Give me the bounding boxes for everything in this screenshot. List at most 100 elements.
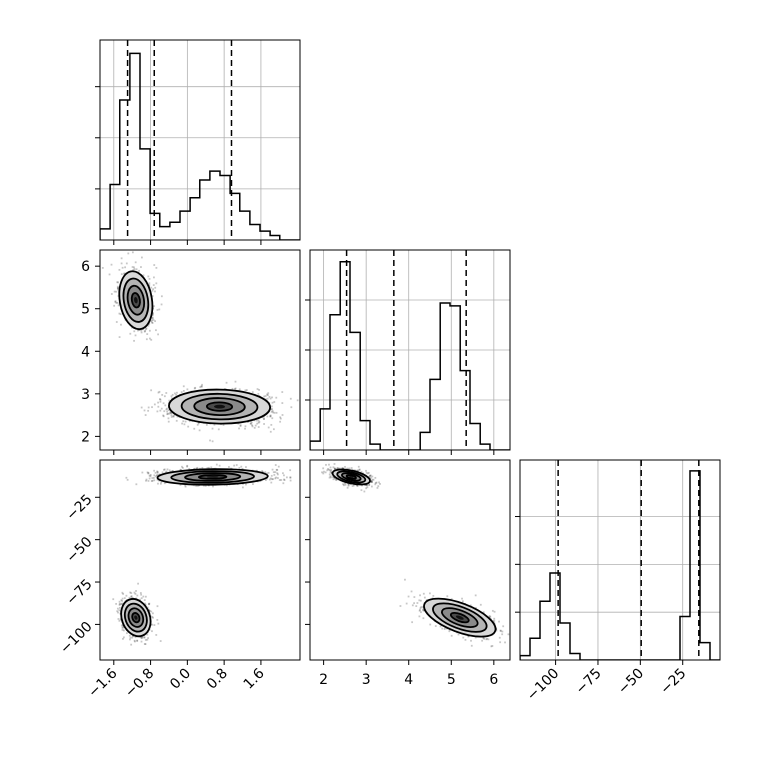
- sample-point: [155, 329, 157, 331]
- sample-point: [289, 477, 291, 479]
- sample-point: [146, 327, 148, 329]
- sample-point: [129, 597, 131, 599]
- sample-point: [141, 597, 143, 599]
- sample-point: [278, 466, 280, 468]
- y-tick-label: −25: [63, 492, 95, 524]
- sample-point: [185, 421, 187, 423]
- sample-point: [333, 466, 335, 468]
- sample-point: [154, 287, 156, 289]
- sample-point: [166, 413, 168, 415]
- sample-point: [182, 420, 184, 422]
- sample-point: [226, 382, 228, 384]
- sample-point: [124, 597, 126, 599]
- sample-point: [282, 482, 284, 484]
- sample-point: [147, 637, 149, 639]
- sample-point: [122, 626, 124, 628]
- sample-point: [328, 469, 330, 471]
- sample-point: [263, 418, 265, 420]
- sample-point: [265, 395, 267, 397]
- sample-point: [169, 469, 171, 471]
- sample-point: [325, 464, 327, 466]
- sample-point: [153, 305, 155, 307]
- sample-point: [122, 638, 124, 640]
- sample-point: [236, 464, 238, 466]
- sample-point: [286, 476, 288, 478]
- sample-point: [147, 410, 149, 412]
- sample-point: [144, 599, 146, 601]
- sample-point: [153, 479, 155, 481]
- sample-point: [111, 264, 113, 266]
- sample-point: [273, 428, 275, 430]
- sample-point: [199, 429, 201, 431]
- sample-point: [148, 407, 150, 409]
- sample-point: [171, 414, 173, 416]
- sample-point: [186, 388, 188, 390]
- sample-point: [119, 601, 121, 603]
- sample-point: [258, 426, 260, 428]
- sample-point: [271, 417, 273, 419]
- sample-point: [270, 431, 272, 433]
- sample-point: [171, 416, 173, 418]
- sample-point: [201, 384, 203, 386]
- sample-point: [161, 394, 163, 396]
- y-tick-label: 5: [81, 302, 90, 318]
- sample-point: [111, 293, 113, 295]
- sample-point: [267, 398, 269, 400]
- sample-point: [242, 487, 244, 489]
- histogram-step: [310, 262, 510, 450]
- sample-point: [257, 388, 259, 390]
- sample-point: [157, 406, 159, 408]
- sample-point: [256, 423, 258, 425]
- sample-point: [146, 639, 148, 641]
- sample-point: [118, 609, 120, 611]
- sample-point: [152, 290, 154, 292]
- sample-point: [272, 469, 274, 471]
- sample-point: [153, 624, 155, 626]
- sample-point: [122, 267, 124, 269]
- sample-point: [206, 424, 208, 426]
- sample-point: [152, 617, 154, 619]
- sample-point: [280, 418, 282, 420]
- sample-point: [153, 264, 155, 266]
- sample-point: [125, 477, 127, 479]
- sample-point: [152, 612, 154, 614]
- sample-point: [156, 619, 158, 621]
- sample-point: [235, 388, 237, 390]
- sample-point: [149, 330, 151, 332]
- sample-point: [367, 473, 369, 475]
- sample-point: [126, 632, 128, 634]
- sample-point: [271, 406, 273, 408]
- sample-point: [119, 336, 121, 338]
- sample-point: [240, 425, 242, 427]
- sample-point: [135, 261, 137, 263]
- sample-point: [238, 428, 240, 430]
- sample-point: [141, 257, 143, 259]
- sample-point: [272, 402, 274, 404]
- sample-point: [359, 469, 361, 471]
- sample-point: [157, 472, 159, 474]
- sample-point: [271, 396, 273, 398]
- sample-point: [166, 411, 168, 413]
- sample-point: [157, 605, 159, 607]
- sample-point: [235, 381, 237, 383]
- sample-point: [270, 415, 272, 417]
- sample-point: [160, 483, 162, 485]
- sample-point: [117, 287, 119, 289]
- sample-point: [258, 389, 260, 391]
- sample-point: [271, 478, 273, 480]
- sample-point: [283, 479, 285, 481]
- sample-point: [134, 592, 136, 594]
- sample-point: [322, 473, 324, 475]
- sample-point: [117, 302, 119, 304]
- sample-point: [252, 483, 254, 485]
- sample-point: [122, 598, 124, 600]
- sample-point: [121, 625, 123, 627]
- sample-point: [129, 333, 131, 335]
- sample-point: [145, 643, 147, 645]
- sample-point: [160, 640, 162, 642]
- sample-point: [157, 623, 159, 625]
- sample-point: [279, 421, 281, 423]
- sample-point: [142, 596, 144, 598]
- sample-point: [130, 592, 132, 594]
- sample-point: [102, 267, 104, 269]
